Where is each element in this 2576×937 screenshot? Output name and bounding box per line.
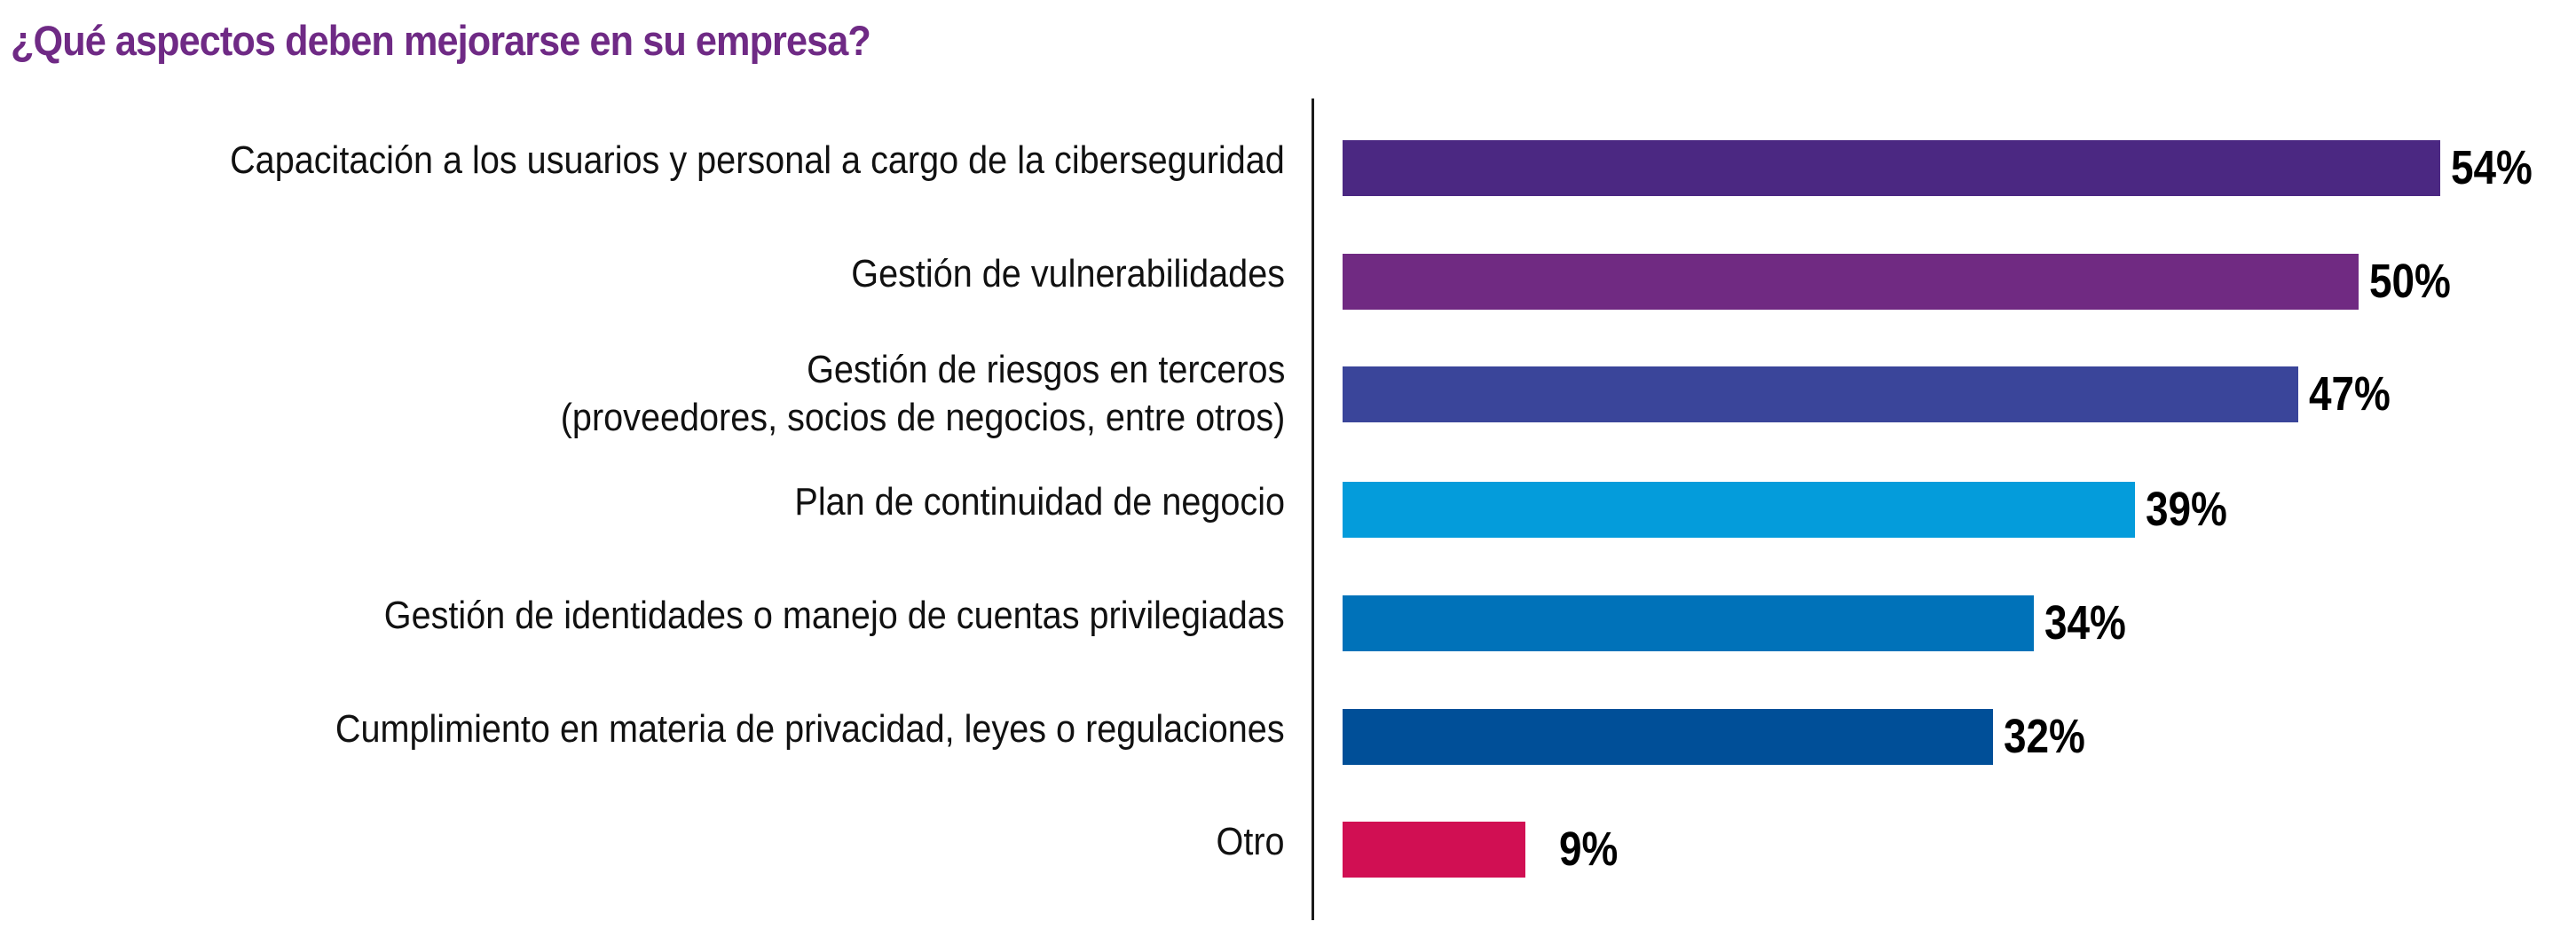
- category-label: Capacitación a los usuarios y personal a…: [230, 137, 1285, 185]
- category-label-line: (proveedores, socios de negocios, entre …: [560, 396, 1285, 439]
- category-label-line: Plan de continuidad de negocio: [794, 480, 1285, 524]
- category-label: Otro: [1217, 818, 1285, 866]
- category-label-line: Otro: [1216, 820, 1285, 863]
- category-label: Gestión de riesgos en terceros (proveedor…: [560, 346, 1285, 442]
- category-label: Gestión de vulnerabilidades: [851, 250, 1285, 298]
- data-label: 47%: [2308, 366, 2391, 421]
- category-label: Plan de continuidad de negocio: [794, 478, 1285, 526]
- category-label-line: Gestión de riesgos en terceros: [806, 348, 1285, 391]
- chart-title: ¿Qué aspectos deben mejorarse en su empr…: [11, 17, 871, 64]
- bar: [1343, 253, 2359, 310]
- bar: [1343, 481, 2136, 538]
- bar: [1343, 139, 2440, 196]
- bar: [1343, 708, 1994, 765]
- bar: [1343, 366, 2298, 422]
- data-label: 32%: [2004, 709, 2085, 763]
- data-label: 54%: [2451, 140, 2533, 194]
- data-label: 39%: [2146, 482, 2228, 536]
- data-label: 9%: [1559, 822, 1619, 876]
- category-label-line: Gestión de identidades o manejo de cuent…: [384, 594, 1285, 637]
- category-label-line: Capacitación a los usuarios y personal a…: [230, 138, 1285, 182]
- bar: [1343, 821, 1526, 878]
- category-label: Cumplimiento en materia de privacidad, l…: [335, 705, 1285, 753]
- bar: [1343, 594, 2034, 651]
- category-label: Gestión de identidades o manejo de cuent…: [384, 592, 1285, 640]
- category-label-line: Gestión de vulnerabilidades: [851, 252, 1285, 295]
- category-label-line: Cumplimiento en materia de privacidad, l…: [335, 707, 1285, 751]
- data-label: 34%: [2044, 595, 2126, 650]
- data-label: 50%: [2369, 254, 2452, 308]
- y-axis-line: [1312, 98, 1314, 920]
